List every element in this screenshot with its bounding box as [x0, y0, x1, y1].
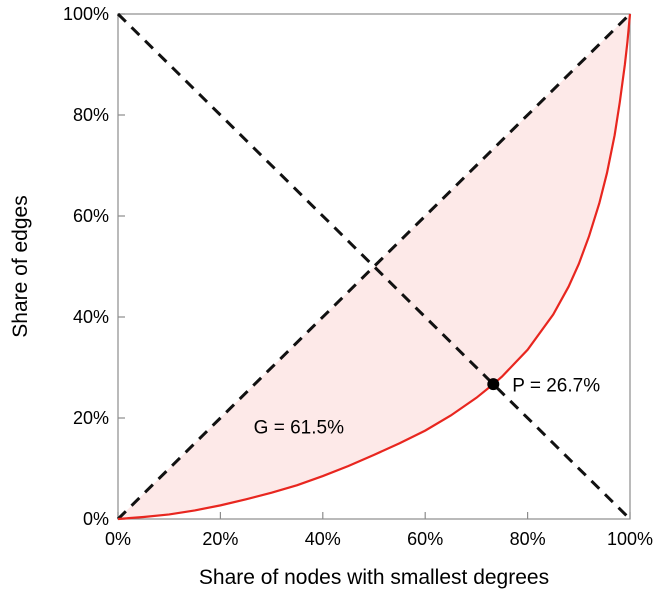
equality-diagonal [116, 12, 632, 521]
x-tick-label: 20% [202, 529, 238, 549]
y-tick-label: 40% [73, 307, 109, 327]
annotation-p-label: P = 26.7% [512, 376, 600, 397]
x-tick-label: 40% [305, 529, 341, 549]
annotation-gini-label: G = 61.5% [254, 418, 344, 439]
lorenz-curve [117, 13, 632, 521]
x-tick-label: 80% [510, 529, 546, 549]
y-tick-label: 20% [73, 408, 109, 428]
plot-frame [117, 13, 631, 520]
y-tick-label: 100% [63, 4, 109, 24]
y-tick-label: 0% [83, 509, 109, 529]
y-axis-title: Share of edges [9, 195, 32, 337]
y-tick-label: 60% [73, 206, 109, 226]
x-tick-label: 60% [407, 529, 443, 549]
anti-diagonal [116, 12, 632, 521]
x-tick-label: 100% [607, 529, 653, 549]
y-tick-label: 80% [73, 105, 109, 125]
point-P [487, 378, 500, 391]
x-tick-label: 0% [105, 529, 131, 549]
x-axis-title: Share of nodes with smallest degrees [199, 566, 549, 589]
